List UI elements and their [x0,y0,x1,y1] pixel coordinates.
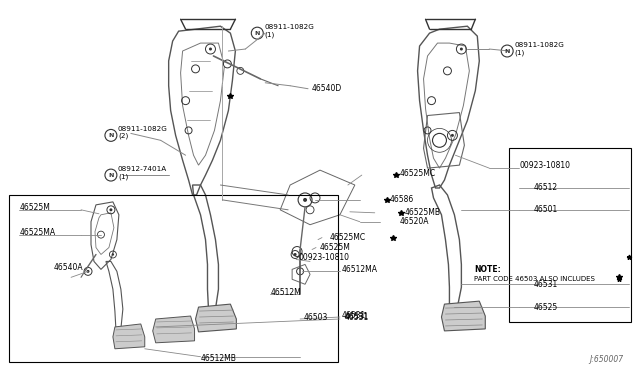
Circle shape [86,270,90,273]
Circle shape [451,134,454,137]
Text: 46525M: 46525M [19,203,50,212]
Text: N: N [255,31,260,36]
Polygon shape [153,316,195,343]
Circle shape [109,208,113,211]
Text: 46512: 46512 [534,183,558,192]
Text: 08911-1082G
(1): 08911-1082G (1) [514,42,564,56]
Circle shape [294,253,296,256]
Text: 46503: 46503 [304,312,328,321]
Circle shape [460,48,463,51]
Polygon shape [113,324,145,349]
Text: N: N [108,173,113,177]
Circle shape [237,67,244,74]
Text: 46525MC: 46525MC [399,169,436,177]
Text: 46525MC: 46525MC [330,233,366,242]
Text: J:650007: J:650007 [589,355,623,364]
Text: NOTE:: NOTE: [474,265,501,274]
Circle shape [105,129,117,141]
Text: 46501: 46501 [534,205,558,214]
Text: 00923-10810: 00923-10810 [519,161,570,170]
Circle shape [209,48,212,51]
Bar [509,148,630,322]
Text: 08911-1082G
(2): 08911-1082G (2) [118,126,168,139]
Polygon shape [196,304,236,332]
Text: 46586: 46586 [390,195,414,204]
Text: 46531: 46531 [534,280,558,289]
Text: 46512MA: 46512MA [342,265,378,274]
Circle shape [223,60,232,68]
Circle shape [112,253,114,256]
Text: 46512MB: 46512MB [200,354,236,363]
Circle shape [501,45,513,57]
Text: 00923-10810: 00923-10810 [298,253,349,262]
Circle shape [303,198,307,202]
Bar [10,195,338,362]
Text: 46525: 46525 [534,302,558,312]
Text: 46512M: 46512M [270,288,301,297]
Text: 46525MA: 46525MA [19,228,56,237]
Circle shape [252,27,263,39]
Text: 46540D: 46540D [312,84,342,93]
Text: 46540A: 46540A [53,263,83,272]
Polygon shape [442,301,485,331]
Text: 46531: 46531 [342,311,366,320]
Text: 08911-1082G
(1): 08911-1082G (1) [264,25,314,38]
Text: N: N [108,133,113,138]
Text: PART CODE 46503 ALSO INCLUDES: PART CODE 46503 ALSO INCLUDES [474,276,595,282]
Text: 46520A: 46520A [399,217,429,226]
Text: N: N [504,48,510,54]
Text: 46525MB: 46525MB [404,208,440,217]
Text: 46531: 46531 [345,312,369,321]
Text: 08912-7401A
(1): 08912-7401A (1) [118,166,167,180]
Text: 46531: 46531 [345,311,369,321]
Circle shape [105,169,117,181]
Text: 46525M: 46525M [320,243,351,252]
